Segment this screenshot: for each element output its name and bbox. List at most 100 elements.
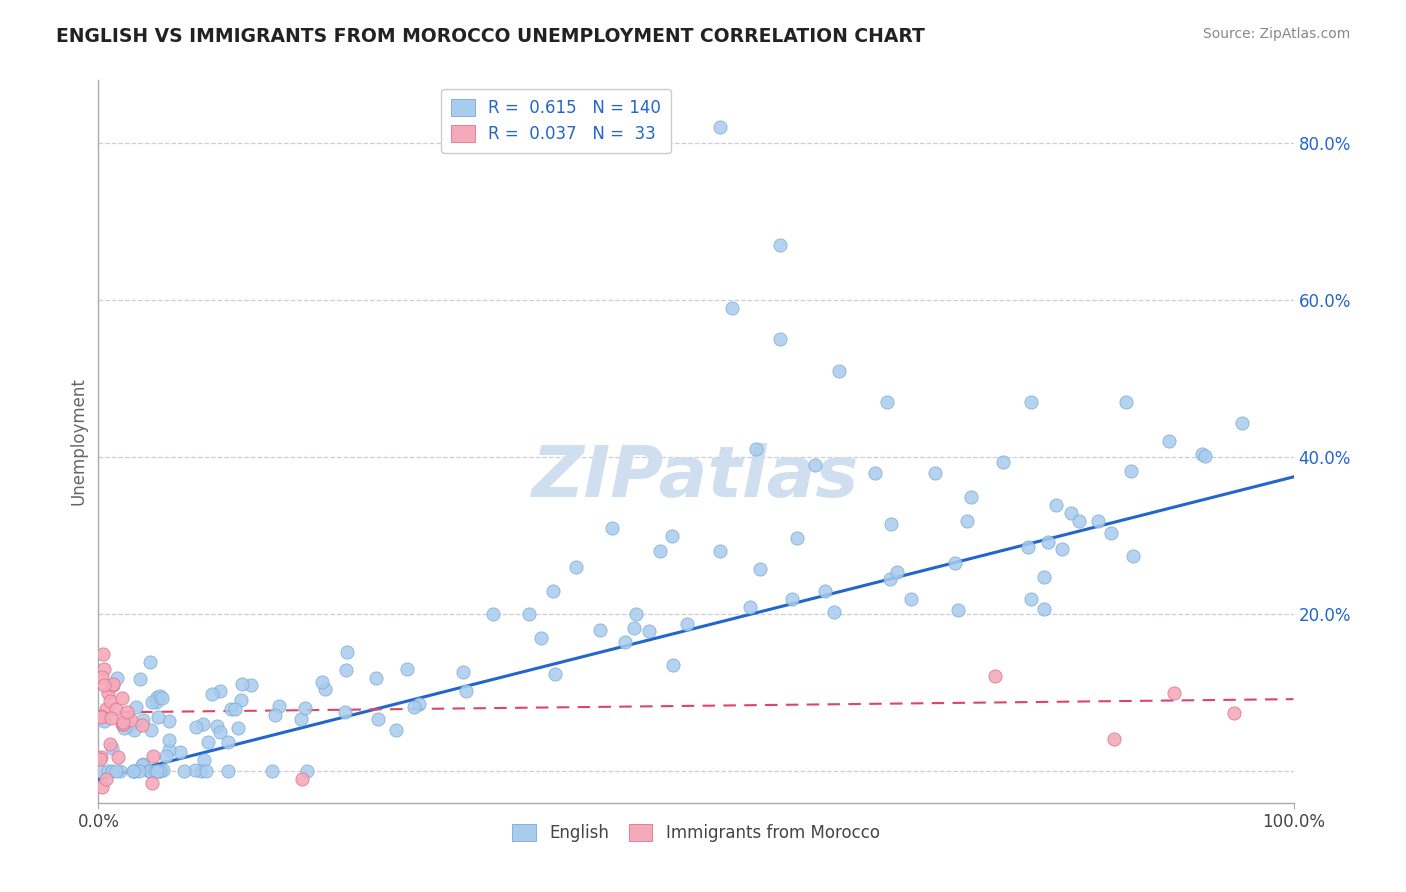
Point <box>159 742 181 756</box>
Point <box>451 665 474 679</box>
Point <box>1104 731 1126 746</box>
Point <box>142 748 165 763</box>
Point <box>94 772 117 787</box>
Point <box>544 667 567 681</box>
Point <box>385 723 408 737</box>
Y-axis label: Unemployment: Unemployment <box>69 377 87 506</box>
Point <box>111 714 134 729</box>
Point <box>118 719 141 733</box>
Point <box>121 764 143 779</box>
Point <box>290 712 312 726</box>
Point <box>814 583 837 598</box>
Point <box>749 562 772 576</box>
Point <box>97 764 120 779</box>
Point <box>91 780 114 794</box>
Point <box>146 764 169 779</box>
Point <box>481 607 505 622</box>
Point <box>89 752 111 766</box>
Point <box>517 607 540 622</box>
Point <box>396 662 419 676</box>
Point <box>295 764 318 779</box>
Point <box>101 676 124 690</box>
Point <box>217 735 239 749</box>
Point <box>1019 591 1042 606</box>
Point <box>122 723 145 738</box>
Point <box>169 745 191 759</box>
Point <box>1230 416 1253 430</box>
Point <box>454 684 477 698</box>
Point <box>101 678 124 692</box>
Point <box>101 741 124 756</box>
Point <box>1121 464 1143 478</box>
Point <box>661 529 683 543</box>
Point <box>107 672 129 686</box>
Point <box>614 634 637 648</box>
Point <box>90 750 112 764</box>
Point <box>367 712 389 726</box>
Point <box>768 238 790 252</box>
Point <box>740 599 762 614</box>
Point <box>1019 395 1042 409</box>
Point <box>128 764 150 779</box>
Point <box>1099 526 1122 541</box>
Point <box>1191 447 1213 461</box>
Point <box>623 621 645 635</box>
Point <box>823 605 845 619</box>
Point <box>1017 540 1039 554</box>
Point <box>1194 449 1216 463</box>
Point <box>91 647 114 661</box>
Point <box>107 750 129 764</box>
Point <box>98 694 122 708</box>
Text: Source: ZipAtlas.com: Source: ZipAtlas.com <box>1202 27 1350 41</box>
Point <box>157 732 180 747</box>
Point <box>105 701 128 715</box>
Point <box>263 707 285 722</box>
Text: ENGLISH VS IMMIGRANTS FROM MOROCCO UNEMPLOYMENT CORRELATION CHART: ENGLISH VS IMMIGRANTS FROM MOROCCO UNEMP… <box>56 27 925 45</box>
Point <box>110 764 132 779</box>
Point <box>1122 549 1144 563</box>
Point <box>205 719 228 733</box>
Point <box>90 709 112 723</box>
Point <box>1036 535 1059 549</box>
Point <box>565 560 588 574</box>
Point <box>745 442 768 457</box>
Point <box>138 655 160 669</box>
Point <box>131 718 153 732</box>
Point <box>217 764 239 779</box>
Point <box>149 764 172 779</box>
Point <box>143 764 166 779</box>
Point <box>184 720 207 734</box>
Point <box>828 364 851 378</box>
Point <box>201 687 224 701</box>
Point <box>1050 541 1073 556</box>
Point <box>104 764 127 779</box>
Point <box>786 532 808 546</box>
Point <box>404 700 426 714</box>
Point <box>112 722 135 736</box>
Point <box>229 693 252 707</box>
Point <box>93 662 115 676</box>
Point <box>101 764 124 779</box>
Point <box>900 591 922 606</box>
Point <box>880 516 903 531</box>
Text: ZIPatlas: ZIPatlas <box>533 443 859 512</box>
Point <box>141 776 163 790</box>
Point <box>132 757 155 772</box>
Point <box>314 682 336 697</box>
Point <box>1032 569 1054 583</box>
Point <box>960 490 983 504</box>
Point <box>626 607 648 622</box>
Point <box>148 689 170 703</box>
Point <box>1067 514 1090 528</box>
Point <box>93 714 115 728</box>
Point <box>131 713 153 727</box>
Point <box>228 721 250 735</box>
Point <box>364 671 387 685</box>
Point <box>89 764 111 779</box>
Point <box>876 395 898 409</box>
Point <box>335 705 357 719</box>
Point <box>224 702 246 716</box>
Point <box>100 711 122 725</box>
Point <box>1045 499 1067 513</box>
Point <box>231 677 253 691</box>
